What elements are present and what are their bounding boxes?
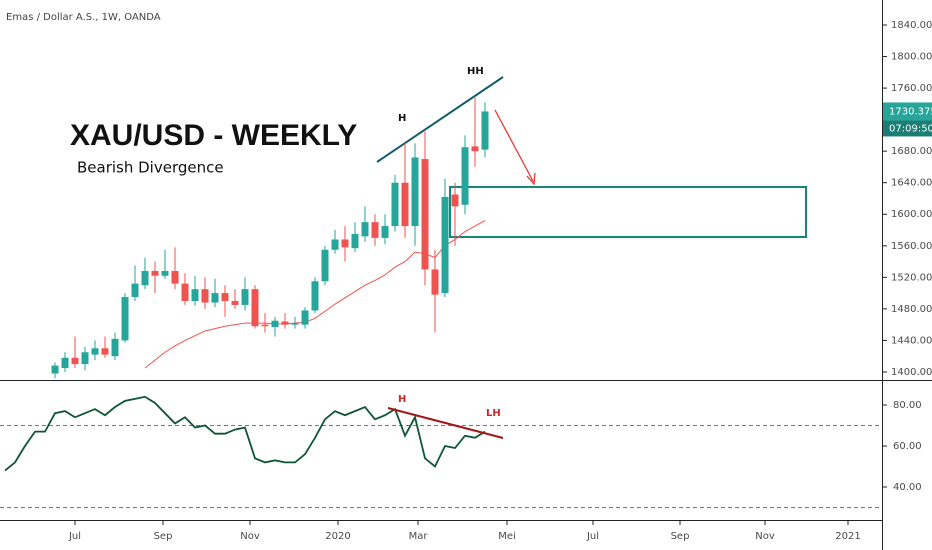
candle-body — [221, 293, 229, 301]
candle-body — [331, 239, 339, 250]
x-tick-label: Sep — [671, 531, 690, 542]
candle-body — [211, 293, 219, 303]
peak-label: H — [398, 113, 406, 124]
rsi-tick-label: 80.00 — [893, 400, 922, 411]
candle-body — [151, 271, 159, 276]
candle-body — [111, 338, 119, 357]
rsi-peak-label: H — [398, 394, 406, 405]
candle-body — [341, 239, 349, 248]
candle-body — [441, 196, 449, 294]
candle-body — [71, 357, 79, 365]
y-tick-label: 1400.000 — [891, 367, 932, 378]
candle-body — [171, 271, 179, 284]
x-tick-label: Nov — [240, 531, 260, 542]
candle-body — [451, 194, 459, 207]
y-tick-label: 1800.000 — [891, 52, 932, 63]
candle-body — [371, 222, 379, 238]
y-tick-label: 1760.000 — [891, 83, 932, 94]
overlay-subtitle: Bearish Divergence — [77, 159, 224, 177]
x-tick-label: Jul — [68, 531, 81, 542]
candle-body — [281, 321, 289, 325]
candle-body — [61, 357, 69, 369]
rsi-peak-label: LH — [486, 408, 501, 419]
overlay-title: XAU/USD - WEEKLY — [70, 119, 357, 152]
last-price-label: 1730.375 — [889, 106, 932, 117]
target-zone — [449, 186, 807, 238]
x-tick-label: 2020 — [325, 531, 350, 542]
candle-body — [431, 269, 439, 295]
timer-box — [883, 120, 932, 137]
candle-body — [411, 157, 419, 227]
candle-body — [101, 348, 109, 355]
divergence-line — [387, 407, 504, 439]
candle-body — [421, 159, 429, 270]
candle-body — [301, 310, 309, 325]
y-tick-label: 1640.000 — [891, 178, 932, 189]
candle-body — [231, 300, 239, 305]
x-tick-label: 2021 — [835, 531, 860, 542]
x-tick-label: Sep — [154, 531, 173, 542]
candle-body — [201, 289, 209, 303]
candle-body — [241, 289, 249, 305]
candle-body — [471, 146, 479, 152]
candle-body — [311, 281, 319, 311]
candle-body — [191, 289, 199, 301]
y-tick-label: 1600.000 — [891, 209, 932, 220]
chart-header: Emas / Dollar A.S., 1W, OANDA — [6, 12, 161, 23]
y-tick-label: 1680.000 — [891, 146, 932, 157]
candle-body — [261, 324, 269, 327]
candle-body — [181, 283, 189, 301]
candle-body — [91, 348, 99, 355]
candle-body — [401, 182, 409, 227]
trend-line — [376, 76, 504, 163]
y-tick-label: 1560.000 — [891, 241, 932, 252]
candle-body — [251, 289, 259, 327]
arrow-head — [526, 172, 536, 186]
x-tick-label: Mei — [498, 531, 516, 542]
last-price-box — [883, 102, 932, 121]
y-tick-label: 1480.000 — [891, 304, 932, 315]
y-tick-label: 1840.000 — [891, 20, 932, 31]
candle-body — [391, 182, 399, 227]
arrow — [494, 109, 534, 182]
candle-body — [131, 283, 139, 298]
candle-body — [321, 249, 329, 282]
candle-body — [361, 222, 369, 237]
candle-body — [121, 297, 129, 341]
candle-body — [271, 320, 279, 328]
x-tick-label: Nov — [755, 531, 775, 542]
peak-label: HH — [467, 66, 484, 77]
candle-body — [81, 352, 89, 365]
candle-body — [291, 323, 299, 325]
candle-body — [461, 147, 469, 205]
x-tick-label: Jul — [586, 531, 599, 542]
candle-body — [161, 271, 169, 276]
x-tick-label: Mar — [409, 531, 429, 542]
candle-body — [51, 365, 59, 374]
candle-body — [141, 271, 149, 286]
candle-body — [351, 233, 359, 249]
candle-body — [381, 226, 389, 238]
y-tick-label: 1520.000 — [891, 272, 932, 283]
rsi-line — [4, 395, 486, 472]
candle-body — [481, 111, 489, 150]
rsi-tick-label: 60.00 — [893, 441, 922, 452]
y-tick-label: 1440.000 — [891, 335, 932, 346]
rsi-tick-label: 40.00 — [893, 482, 922, 493]
timer-label: 07:09:50 — [889, 123, 932, 134]
